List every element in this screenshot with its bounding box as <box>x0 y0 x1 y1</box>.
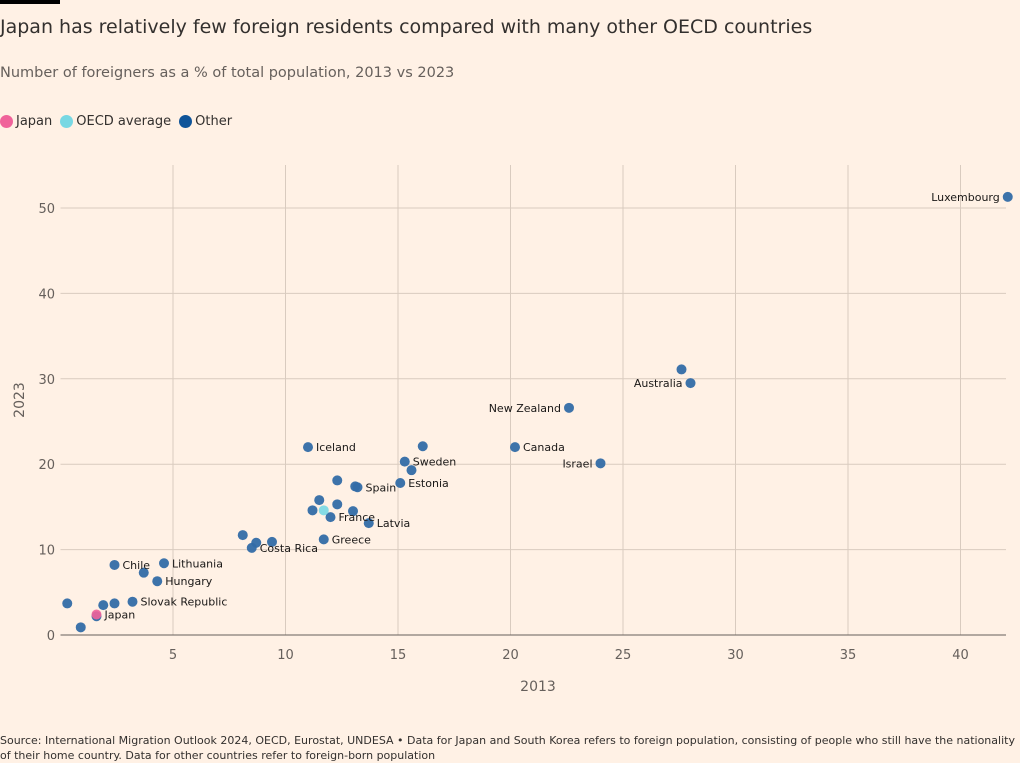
y-tick-label: 10 <box>38 544 55 559</box>
data-point <box>1002 191 1013 202</box>
data-point <box>267 536 277 547</box>
legend: Japan OECD average Other <box>0 114 232 129</box>
data-label: France <box>339 511 376 524</box>
y-axis-label: 2023 <box>12 382 28 418</box>
y-tick-label: 0 <box>47 629 55 644</box>
data-point <box>109 559 120 570</box>
data-point <box>595 458 606 469</box>
data-label: Japan <box>104 609 136 622</box>
data-label: Slovak Republic <box>141 596 228 609</box>
data-label: Luxembourg <box>931 191 1000 204</box>
legend-label: OECD average <box>76 114 172 129</box>
data-label: Australia <box>634 377 683 390</box>
x-tick-label: 35 <box>840 648 857 663</box>
data-point <box>98 600 109 611</box>
y-tick-label: 20 <box>38 458 55 473</box>
data-point <box>314 495 325 506</box>
data-point <box>318 534 329 545</box>
data-point <box>685 378 696 389</box>
legend-swatch <box>0 115 13 128</box>
data-point <box>348 506 358 517</box>
data-point <box>62 598 73 609</box>
chart-title: Japan has relatively few foreign residen… <box>0 16 813 38</box>
x-tick-label: 10 <box>277 648 294 663</box>
data-point <box>352 482 363 493</box>
y-tick-label: 50 <box>38 202 55 217</box>
data-point <box>303 442 313 453</box>
data-label: Costa Rica <box>260 542 318 555</box>
data-point <box>332 499 343 510</box>
data-label: Latvia <box>377 517 411 530</box>
data-point <box>332 475 343 486</box>
x-tick-label: 20 <box>502 648 519 663</box>
data-point <box>152 576 163 587</box>
data-point <box>318 505 329 516</box>
x-tick-label: 40 <box>952 648 969 663</box>
data-point <box>363 518 374 529</box>
data-label: Hungary <box>165 575 212 588</box>
data-label: Estonia <box>408 477 449 490</box>
legend-swatch <box>60 115 74 128</box>
data-label: Sweden <box>413 456 456 469</box>
legend-item: Other <box>179 114 232 129</box>
data-label: New Zealand <box>489 402 561 415</box>
source-note: Source: International Migration Outlook … <box>0 734 1015 762</box>
chart-subtitle: Number of foreigners as a % of total pop… <box>0 65 455 81</box>
data-label: Chile <box>123 559 151 572</box>
data-point <box>399 456 410 467</box>
data-point <box>417 441 428 452</box>
data-point <box>325 512 336 523</box>
data-point <box>75 622 86 633</box>
x-tick-label: 15 <box>390 648 407 663</box>
legend-label: Other <box>195 114 233 129</box>
data-label: Israel <box>562 457 592 470</box>
legend-item: Japan <box>0 114 52 129</box>
legend-swatch <box>179 115 193 128</box>
x-tick-label: 5 <box>169 648 177 663</box>
y-tick-label: 30 <box>38 373 55 388</box>
data-point <box>138 567 149 578</box>
x-axis-label: 2013 <box>520 679 556 695</box>
data-point <box>676 364 687 375</box>
data-point <box>109 598 120 609</box>
x-tick-label: 30 <box>727 648 744 663</box>
data-label: Greece <box>332 533 371 546</box>
data-label: Spain <box>366 481 397 494</box>
data-point <box>159 558 169 569</box>
data-point <box>307 505 318 516</box>
y-tick-label: 40 <box>38 287 55 302</box>
data-label: Iceland <box>316 441 356 454</box>
brand-bar <box>0 0 60 4</box>
data-point <box>91 609 102 620</box>
data-point <box>510 442 520 453</box>
data-point <box>564 402 574 413</box>
data-label: Lithuania <box>172 557 223 570</box>
data-point <box>406 465 417 476</box>
x-tick-label: 25 <box>615 648 632 663</box>
data-point <box>237 530 248 541</box>
legend-item: OECD average <box>60 114 171 129</box>
data-point <box>246 542 257 553</box>
data-point <box>395 477 406 488</box>
data-label: Canada <box>523 441 565 454</box>
data-point <box>127 596 138 607</box>
legend-label: Japan <box>16 114 53 129</box>
